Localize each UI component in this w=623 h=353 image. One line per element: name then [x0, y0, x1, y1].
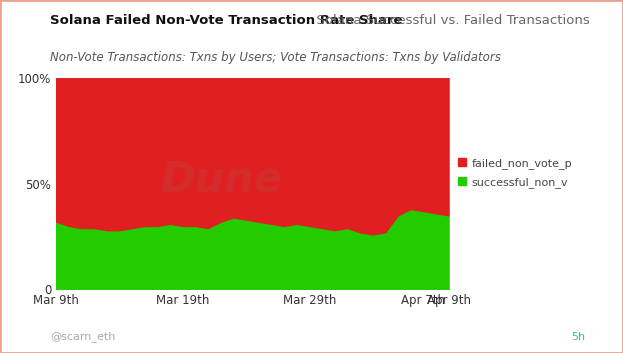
Text: 5h: 5h [571, 333, 586, 342]
Text: Solana Failed Non-Vote Transaction Rate Share: Solana Failed Non-Vote Transaction Rate … [50, 14, 402, 27]
Text: Non-Vote Transactions: Txns by Users; Vote Transactions: Txns by Validators: Non-Vote Transactions: Txns by Users; Vo… [50, 51, 501, 64]
Text: Solana Successful vs. Failed Transactions: Solana Successful vs. Failed Transaction… [308, 14, 589, 27]
Legend: failed_non_vote_p, successful_non_v: failed_non_vote_p, successful_non_v [458, 158, 572, 188]
Text: @scarn_eth: @scarn_eth [50, 331, 115, 342]
Text: Dune: Dune [160, 158, 282, 200]
